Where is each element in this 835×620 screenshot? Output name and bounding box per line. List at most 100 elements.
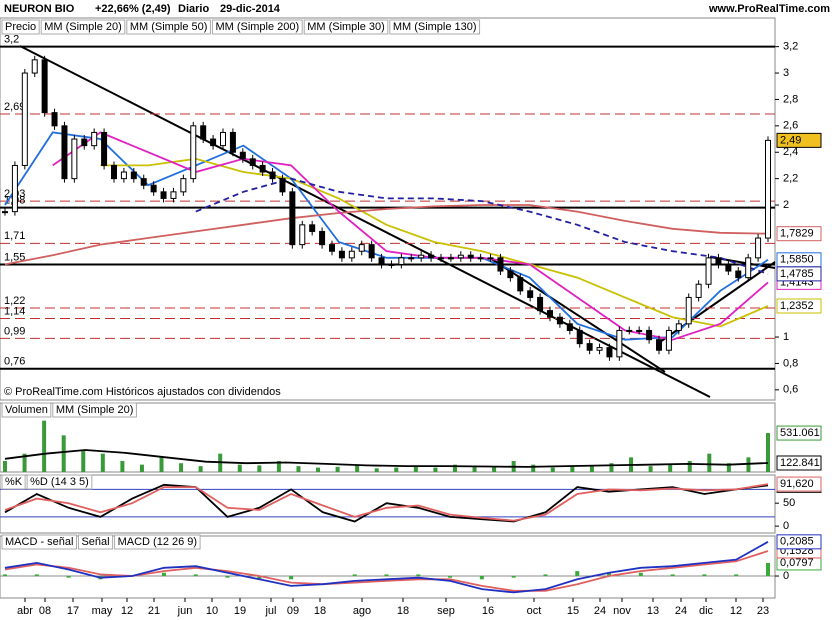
volume-bar xyxy=(589,465,594,472)
candle-body xyxy=(616,329,623,358)
trendline xyxy=(489,257,666,373)
value-label: 0,2085 xyxy=(780,536,814,548)
hist-bar xyxy=(638,572,643,577)
volume-bar xyxy=(550,467,555,472)
candle-body xyxy=(190,125,197,180)
hist-bar xyxy=(3,574,7,577)
candle-body xyxy=(378,257,385,265)
legend-entry: MM (Simple 20) xyxy=(44,21,122,33)
legend-entry: %D (14 3 5) xyxy=(30,476,89,488)
volume-bar xyxy=(42,420,47,472)
candle-body xyxy=(41,59,48,114)
candle-body xyxy=(249,158,256,166)
x-tick-label: 08 xyxy=(39,605,51,617)
candle-body xyxy=(130,171,137,180)
candle-body xyxy=(140,178,147,186)
legend-entry: MM (Simple 200) xyxy=(215,21,299,33)
series-line xyxy=(4,449,769,468)
level-label: 3,2 xyxy=(4,34,19,46)
series-line xyxy=(4,204,769,266)
title: NEURON BIO xyxy=(4,3,75,15)
x-tick-label: may xyxy=(92,605,113,617)
candle-body xyxy=(636,329,643,332)
x-tick-label: 15 xyxy=(567,605,579,617)
volume-bar xyxy=(374,468,379,472)
volume-bar xyxy=(81,450,86,472)
legend-box xyxy=(114,534,201,550)
candle-body xyxy=(338,250,345,259)
value-label: 91,620 xyxy=(780,478,814,490)
hist-bar xyxy=(479,576,484,580)
hist-bar xyxy=(161,572,166,577)
legend-entry: %K xyxy=(5,476,23,488)
candle-body xyxy=(566,323,573,331)
candle-body xyxy=(71,138,78,180)
candle-body xyxy=(368,244,375,259)
x-tick-label: 18 xyxy=(314,605,326,617)
volume-bar xyxy=(687,461,692,472)
y-tick-label: 1 xyxy=(783,331,789,343)
legend-box xyxy=(303,19,389,35)
level-label: 0,99 xyxy=(4,325,25,337)
candle-body xyxy=(299,224,306,246)
y-tick-label: 0,6 xyxy=(783,384,798,396)
candle-body xyxy=(111,164,117,180)
candle-body xyxy=(715,257,722,265)
candle-body xyxy=(685,296,692,325)
value-label: 531.061 xyxy=(780,427,820,439)
volume-bar xyxy=(179,463,184,472)
x-tick-label: nov xyxy=(613,605,631,617)
hist-bar xyxy=(448,576,453,578)
candle-body xyxy=(527,290,534,298)
candle-body xyxy=(269,171,276,180)
candle-body xyxy=(51,112,58,127)
volume-bar xyxy=(394,467,399,472)
legend-entry: MACD - señal xyxy=(5,536,73,548)
x-tick-label: 09 xyxy=(287,605,299,617)
candle-body xyxy=(586,343,593,351)
level-label: 2,69 xyxy=(4,101,25,113)
candle-body xyxy=(358,244,365,252)
candle-body xyxy=(447,257,454,260)
value-box xyxy=(776,298,822,314)
candle-body xyxy=(755,237,762,259)
candle-body xyxy=(606,347,613,358)
legend-box xyxy=(211,19,303,35)
hist-bar xyxy=(289,576,294,580)
candle-body xyxy=(398,257,405,265)
x-tick-label: 17 xyxy=(67,605,79,617)
candle-body xyxy=(120,171,127,180)
legend-box xyxy=(40,19,126,35)
y-tick-label: 0,8 xyxy=(783,357,798,369)
footnote: © ProRealTime.com Históricos ajustados c… xyxy=(4,386,281,398)
hist-bar xyxy=(257,576,262,580)
site: www.ProRealTime.com xyxy=(708,3,830,15)
volume-bar xyxy=(198,466,203,472)
x-tick-label: oct xyxy=(527,605,542,617)
candle-body xyxy=(695,283,702,298)
legend-entry: MM (Simple 130) xyxy=(393,21,477,33)
volume-bar xyxy=(707,453,712,472)
candle-body xyxy=(467,254,474,259)
x-tick-label: 23 xyxy=(757,605,769,617)
candle-body xyxy=(388,263,395,266)
volume-bar xyxy=(492,466,497,472)
x-tick-label: 12 xyxy=(730,605,742,617)
x-tick-label: 21 xyxy=(148,605,160,617)
legend-entry: Volumen xyxy=(5,404,48,416)
legend-box xyxy=(1,402,52,418)
x-tick-label: jun xyxy=(177,605,193,617)
volume-bar xyxy=(609,463,614,472)
stoch-panel xyxy=(0,474,776,534)
y-tick-label: 3,2 xyxy=(783,41,798,53)
volume-bar xyxy=(237,464,242,472)
legend-entry: MM (Simple 30) xyxy=(307,21,385,33)
volume-bar xyxy=(139,464,144,472)
volume-bar xyxy=(296,466,301,472)
level-label: 1,71 xyxy=(4,230,25,242)
hist-bar xyxy=(511,576,516,578)
series-line xyxy=(4,131,769,341)
hist-bar xyxy=(702,574,707,577)
